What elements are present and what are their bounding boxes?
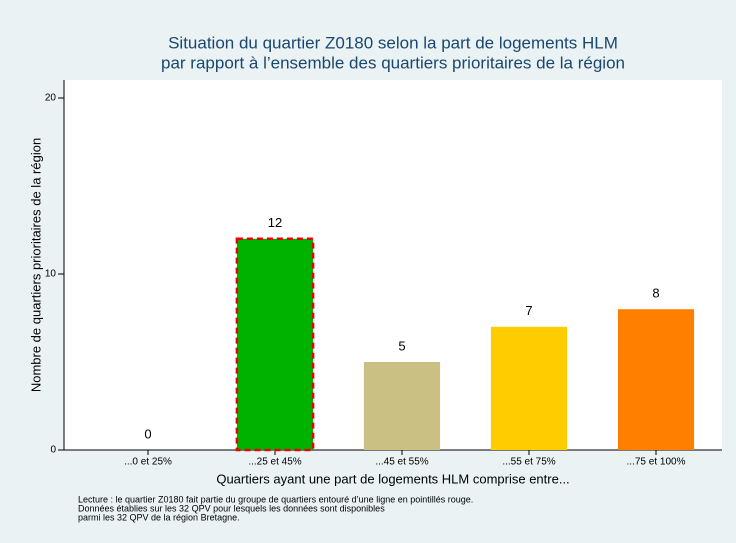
bar: [363, 362, 441, 450]
value-label: 5: [398, 338, 405, 353]
x-tick-label: ...75 et 100%: [627, 457, 686, 468]
value-label: 0: [144, 426, 151, 441]
x-tick-label: ...0 et 25%: [124, 457, 172, 468]
note: parmi les 32 QPV de la région Bretagne.: [78, 512, 240, 522]
chart-title: Situation du quartier Z0180 selon la par…: [168, 33, 618, 52]
y-tick-label: 0: [50, 445, 56, 456]
value-label: 12: [268, 215, 282, 230]
chart-title: par rapport à l’ensemble des quartiers p…: [161, 53, 625, 72]
y-axis-label: Nombre de quartiers prioritaires de la r…: [28, 138, 43, 392]
bar: [490, 326, 568, 450]
x-tick-label: ...25 et 45%: [248, 457, 301, 468]
note: Données établies sur les 32 QPV pour les…: [78, 503, 385, 513]
x-tick-label: ...55 et 75%: [502, 457, 555, 468]
x-axis-label: Quartiers ayant une part de logements HL…: [216, 471, 569, 486]
y-tick-label: 20: [45, 93, 57, 104]
bar: [617, 309, 695, 450]
note: Lecture : le quartier Z0180 fait partie …: [78, 494, 473, 504]
y-tick-label: 10: [45, 269, 57, 280]
bar: [235, 237, 315, 452]
value-label: 8: [652, 286, 659, 301]
x-tick-label: ...45 et 55%: [375, 457, 428, 468]
value-label: 7: [525, 303, 532, 318]
